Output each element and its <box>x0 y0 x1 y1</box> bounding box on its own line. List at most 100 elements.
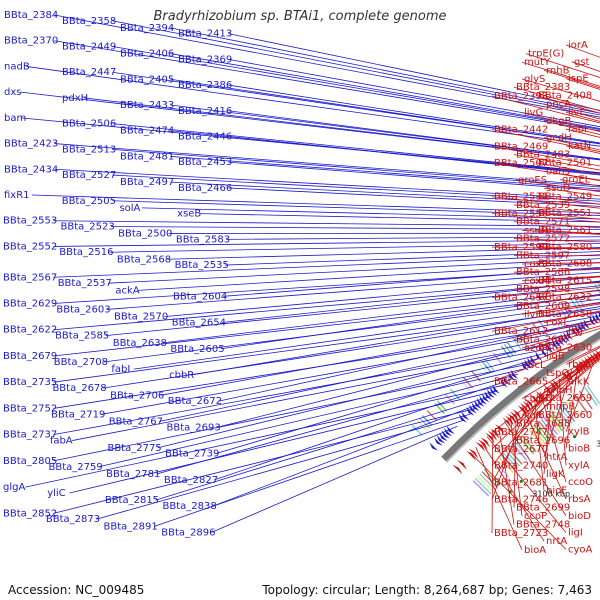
connector-left <box>228 187 600 207</box>
gene-label-left: BBta_2759 <box>49 462 103 473</box>
gene-label-right: ispE <box>568 74 589 85</box>
feature-arrow <box>495 424 505 435</box>
feature-arrow <box>592 313 599 324</box>
cog-band <box>528 428 544 447</box>
connector-left <box>228 110 600 160</box>
connector-left <box>224 251 600 266</box>
connector-left <box>226 236 600 240</box>
connector-right <box>513 238 600 243</box>
gene-label-right: BBta_2746 <box>494 494 548 505</box>
connector-right <box>543 382 554 474</box>
gene-label-left: BBta_2384 <box>4 10 58 21</box>
gene-label-right: dkgB <box>546 116 571 127</box>
kbp-label: 3000 kbp <box>596 439 600 448</box>
connector-right <box>491 145 600 167</box>
gene-label-left: yliC <box>47 488 65 499</box>
connector-left <box>53 342 562 436</box>
gene-label-right: BBta_2393 <box>494 91 548 102</box>
gene-label-right: BBta_2688 <box>516 418 570 429</box>
feature-arrow <box>505 415 515 427</box>
connector-left <box>110 226 600 230</box>
cog-band-outer <box>561 303 571 317</box>
feature-arrow <box>439 432 448 442</box>
connector-right <box>535 328 600 349</box>
backbone-arc <box>441 330 600 462</box>
gene-label-left: BBta_2629 <box>3 299 57 310</box>
label-connectors <box>20 14 600 550</box>
connector-right <box>535 246 600 249</box>
connector-right <box>513 154 600 171</box>
gene-label-right: glyS <box>524 74 545 85</box>
connector-left <box>108 258 600 284</box>
gene-label-left: BBta_2497 <box>120 177 174 188</box>
gene-label-right: coxS <box>524 259 548 270</box>
cog-band-outer <box>570 298 579 311</box>
connector-left <box>112 20 600 116</box>
connector-right <box>565 357 600 382</box>
gene-label-right: rnhB <box>546 65 570 76</box>
gene-label-left: BBta_2423 <box>4 139 58 150</box>
connector-left <box>84 97 600 161</box>
feature-arrow <box>480 437 490 448</box>
connector-right <box>513 268 600 273</box>
feature-arrow <box>468 448 479 459</box>
gene-label-left: BBta_2447 <box>62 67 116 78</box>
connector-right <box>504 421 567 516</box>
connector-left <box>160 315 600 396</box>
cog-band-outer <box>597 282 600 288</box>
feature-arrow <box>443 427 453 437</box>
cog-band <box>477 475 494 493</box>
gene-label-right: BBta_2408 <box>538 90 592 101</box>
connector-right <box>543 310 600 324</box>
gene-label-right: BBta_2549 <box>538 191 592 202</box>
connector-left <box>54 168 600 200</box>
gene-label-right: BBta_2723 <box>494 528 548 539</box>
gene-label-left: ackA <box>115 285 139 296</box>
gene-label-right: ccoO <box>568 477 593 488</box>
feature-arrow <box>490 428 500 439</box>
gene-label-right: ligI <box>568 528 583 539</box>
connector-left <box>216 337 569 428</box>
backbone-inner-arc <box>445 338 600 463</box>
gene-label-right: BBta_2383 <box>516 82 570 93</box>
connector-right <box>540 392 567 483</box>
map-footer: Accession: NC_009485 Topology: circular;… <box>0 580 600 600</box>
connector-right <box>475 446 523 550</box>
connector-right <box>535 262 600 264</box>
connector-left <box>211 425 458 533</box>
gene-label-left: BBta_2873 <box>46 514 100 525</box>
gene-label-right: BBta_2658 <box>538 309 592 320</box>
gene-label-right: ssuD <box>524 225 549 236</box>
connector-left <box>98 368 526 468</box>
connector-left <box>53 254 600 278</box>
connector-right <box>521 325 600 349</box>
cog-band <box>560 403 576 422</box>
gene-label-left: BBta_2767 <box>109 417 163 428</box>
connector-left <box>228 33 600 111</box>
connector-right <box>543 369 573 458</box>
gene-label-right: trpE(G) <box>528 49 564 60</box>
connector-left <box>112 46 600 130</box>
gene-label-right: BBta_2748 <box>516 519 570 530</box>
gene-label-right: ccoP <box>524 511 547 522</box>
gene-label-right: BBta_2612 <box>494 326 548 337</box>
connector-left <box>104 298 600 363</box>
gene-label-right: BBta_2609 <box>516 301 570 312</box>
connector-right <box>565 347 600 365</box>
connector-right <box>486 436 567 533</box>
connector-left <box>156 373 519 475</box>
feature-arrow <box>485 432 495 444</box>
connector-right <box>491 129 600 153</box>
genome-backbone <box>441 330 600 463</box>
gene-label-right: coxM <box>524 276 550 287</box>
connector-left <box>170 27 600 114</box>
gene-label-right: BBta_2561 <box>538 225 592 236</box>
gene-label-right: groES <box>518 175 547 186</box>
connector-right <box>469 452 567 550</box>
connector-right <box>533 396 545 491</box>
gene-label-left: BBta_2505 <box>62 196 116 207</box>
gene-label-right: BBta_2670 <box>494 444 548 455</box>
connector-right <box>491 387 547 483</box>
feature-arrow <box>586 355 595 367</box>
